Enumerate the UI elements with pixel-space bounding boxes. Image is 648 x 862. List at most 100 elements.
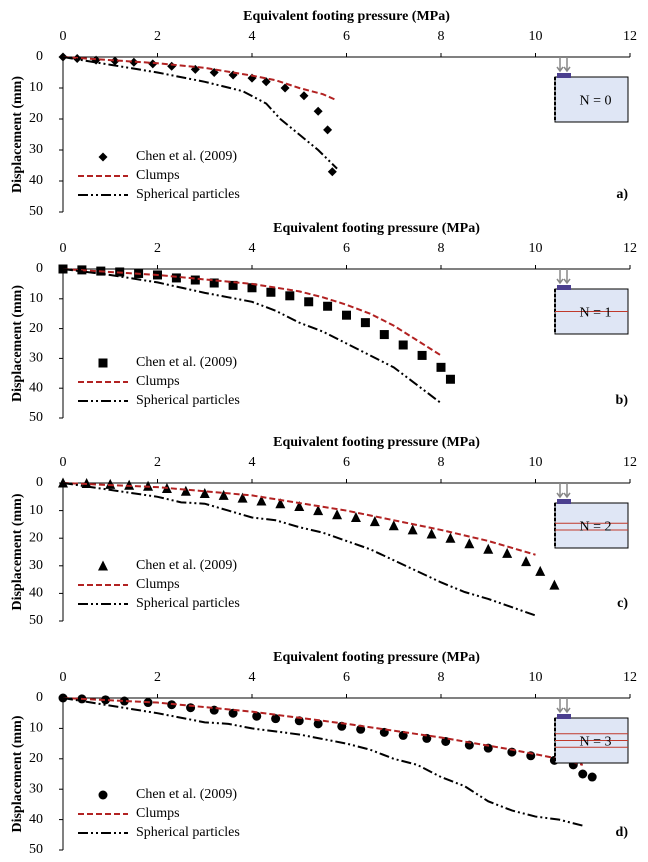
inset-footing	[557, 714, 571, 719]
x-tick-label: 2	[154, 29, 161, 44]
data-point	[398, 340, 408, 350]
y-tick-label: 10	[29, 503, 43, 518]
data-point	[313, 719, 323, 729]
x-axis-title: Equivalent footing pressure (MPa)	[273, 650, 480, 665]
inset-footing	[557, 285, 571, 290]
legend-marker	[98, 560, 108, 571]
y-tick-label: 20	[29, 530, 43, 545]
inset-soil	[554, 76, 629, 123]
data-point	[521, 556, 532, 567]
legend-label: Chen et al. (2009)	[136, 558, 237, 573]
x-tick-label: 8	[438, 241, 445, 256]
legend-label: Spherical particles	[136, 596, 240, 611]
legend-label: Spherical particles	[136, 393, 240, 408]
data-point	[587, 772, 597, 782]
inset-arrow	[556, 269, 564, 285]
x-tick-label: 8	[438, 29, 445, 44]
legend-label: Clumps	[136, 168, 180, 183]
data-point	[535, 565, 546, 576]
legend-label: Clumps	[136, 577, 180, 592]
y-tick-label: 10	[29, 721, 43, 736]
data-point	[252, 711, 262, 721]
legend-label: Chen et al. (2009)	[136, 787, 237, 802]
x-tick-label: 6	[343, 455, 350, 470]
y-tick-label: 30	[29, 351, 43, 366]
x-tick-label: 12	[623, 670, 637, 685]
x-tick-label: 12	[623, 241, 637, 256]
data-point	[578, 769, 588, 779]
data-point	[167, 61, 177, 71]
inset-label: N = 2	[579, 520, 611, 535]
data-point	[323, 125, 333, 135]
y-tick-label: 30	[29, 781, 43, 796]
y-tick-label: 10	[29, 291, 43, 306]
x-tick-label: 6	[343, 670, 350, 685]
x-tick-label: 12	[623, 29, 637, 44]
data-point	[388, 520, 399, 531]
x-axis-title: Equivalent footing pressure (MPa)	[273, 435, 480, 450]
y-tick-label: 30	[29, 142, 43, 157]
data-point	[332, 509, 343, 520]
y-tick-label: 20	[29, 111, 43, 126]
y-tick-label: 40	[29, 380, 43, 395]
data-point	[445, 532, 456, 543]
data-point	[105, 478, 116, 489]
x-tick-label: 4	[249, 670, 256, 685]
legend-label: Spherical particles	[136, 825, 240, 840]
data-point	[256, 495, 267, 506]
inset-arrow	[563, 483, 571, 499]
x-tick-label: 0	[60, 670, 67, 685]
data-point	[379, 330, 389, 340]
data-point	[285, 291, 295, 301]
legend-label: Spherical particles	[136, 187, 240, 202]
data-point	[436, 362, 446, 372]
y-tick-label: 40	[29, 812, 43, 827]
inset-arrow	[556, 57, 564, 73]
series-line	[62, 56, 338, 170]
inset-label: N = 0	[579, 94, 611, 109]
data-point	[218, 489, 229, 500]
panel-label: d)	[616, 825, 629, 840]
x-axis-title: Equivalent footing pressure (MPa)	[273, 221, 480, 236]
inset-arrow	[563, 57, 571, 73]
x-tick-label: 4	[249, 241, 256, 256]
series-line	[62, 268, 442, 404]
data-point	[294, 500, 305, 511]
data-point	[464, 538, 475, 549]
data-point	[369, 516, 380, 527]
data-point	[445, 374, 455, 384]
data-point	[101, 695, 111, 705]
data-point	[360, 318, 370, 328]
y-tick-label: 20	[29, 321, 43, 336]
data-point	[549, 579, 560, 590]
x-tick-label: 4	[249, 455, 256, 470]
panel-label: c)	[617, 596, 628, 611]
y-axis-title: Displacement (mm)	[10, 76, 25, 193]
data-point	[237, 492, 248, 503]
x-tick-label: 10	[529, 241, 543, 256]
data-point	[304, 297, 314, 307]
y-tick-label: 10	[29, 80, 43, 95]
data-point	[275, 498, 286, 509]
legend-label: Chen et al. (2009)	[136, 149, 237, 164]
data-point	[261, 77, 271, 87]
inset-label: N = 3	[579, 735, 611, 750]
inset-arrow	[563, 269, 571, 285]
y-axis-title: Displacement (mm)	[10, 285, 25, 402]
series-line	[62, 697, 583, 827]
x-axis-title: Equivalent footing pressure (MPa)	[243, 9, 450, 24]
data-point	[313, 505, 324, 516]
data-point	[350, 512, 361, 522]
x-tick-label: 8	[438, 455, 445, 470]
data-point	[186, 703, 196, 713]
x-tick-label: 2	[154, 241, 161, 256]
data-point	[171, 273, 181, 283]
y-tick-label: 0	[36, 690, 43, 705]
panel-label: b)	[616, 393, 629, 408]
y-tick-label: 50	[29, 842, 43, 857]
inset-arrow	[563, 698, 571, 714]
legend-marker	[98, 790, 108, 800]
y-tick-label: 20	[29, 751, 43, 766]
series-line	[62, 268, 442, 357]
